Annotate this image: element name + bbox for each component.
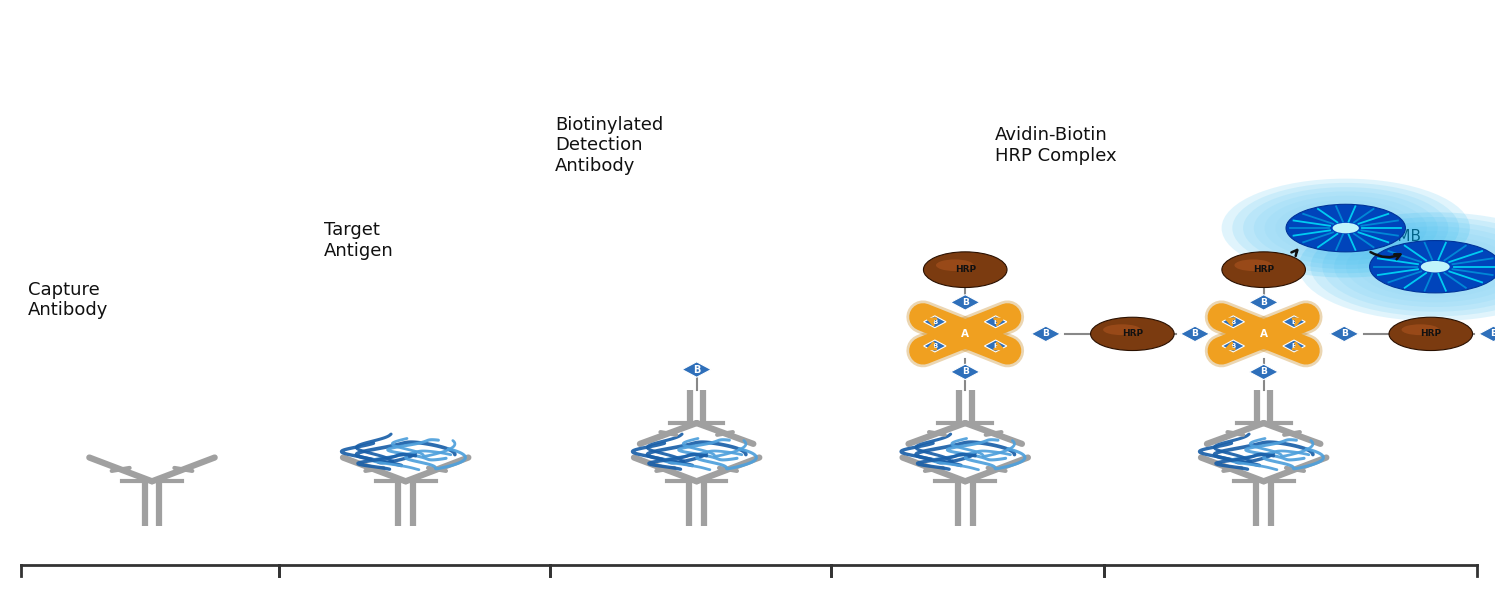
Text: B: B (1230, 343, 1236, 349)
Text: B: B (1490, 329, 1497, 338)
Text: A: A (1260, 329, 1268, 339)
Circle shape (1299, 212, 1500, 321)
Ellipse shape (1102, 325, 1140, 335)
Text: B: B (693, 365, 700, 374)
Ellipse shape (1222, 252, 1305, 287)
Polygon shape (1180, 326, 1209, 341)
Text: B: B (962, 298, 969, 307)
Circle shape (1334, 226, 1500, 307)
Text: B: B (1191, 329, 1198, 338)
Text: HRP: HRP (954, 265, 976, 274)
Polygon shape (984, 316, 1006, 328)
Circle shape (1244, 187, 1449, 269)
Circle shape (1323, 222, 1500, 311)
Circle shape (1254, 191, 1437, 265)
Text: B: B (1260, 367, 1268, 376)
Text: B: B (993, 319, 998, 325)
Text: B: B (1230, 319, 1236, 325)
Ellipse shape (936, 259, 974, 271)
Text: A: A (962, 329, 969, 339)
Circle shape (1286, 204, 1406, 252)
Text: B: B (962, 367, 969, 376)
Polygon shape (924, 316, 946, 328)
Text: Capture
Antibody: Capture Antibody (28, 281, 108, 319)
Text: Avidin-Biotin
HRP Complex: Avidin-Biotin HRP Complex (994, 126, 1116, 165)
Circle shape (1332, 223, 1359, 233)
Ellipse shape (1234, 259, 1272, 271)
Text: TMB: TMB (1388, 229, 1420, 244)
Ellipse shape (1401, 325, 1438, 335)
Polygon shape (1282, 316, 1305, 328)
Polygon shape (951, 295, 980, 310)
Text: B: B (1341, 329, 1347, 338)
Ellipse shape (1090, 317, 1174, 350)
Polygon shape (984, 340, 1006, 352)
Ellipse shape (924, 252, 1007, 287)
Circle shape (1420, 261, 1449, 272)
Text: B: B (932, 319, 938, 325)
Circle shape (1311, 217, 1500, 316)
Text: Biotinylated
Detection
Antibody: Biotinylated Detection Antibody (555, 116, 663, 175)
Circle shape (1370, 241, 1500, 293)
Text: B: B (1042, 329, 1048, 338)
Circle shape (1221, 179, 1470, 278)
Polygon shape (1222, 316, 1245, 328)
Text: HRP: HRP (1420, 329, 1442, 338)
Polygon shape (951, 364, 980, 380)
Ellipse shape (1389, 317, 1473, 350)
Text: B: B (932, 343, 938, 349)
Text: HRP: HRP (1122, 329, 1143, 338)
Polygon shape (1032, 326, 1060, 341)
Text: Target
Antigen: Target Antigen (324, 221, 393, 260)
Polygon shape (1479, 326, 1500, 341)
Polygon shape (1329, 326, 1359, 341)
Text: B: B (1292, 319, 1296, 325)
Polygon shape (682, 362, 711, 377)
Polygon shape (924, 340, 946, 352)
Text: B: B (1260, 298, 1268, 307)
Text: B: B (993, 343, 998, 349)
Polygon shape (1282, 340, 1305, 352)
Circle shape (1233, 183, 1460, 273)
Text: HRP: HRP (1252, 265, 1274, 274)
Text: B: B (1292, 343, 1296, 349)
Polygon shape (1222, 340, 1245, 352)
Polygon shape (1250, 295, 1278, 310)
Polygon shape (1250, 364, 1278, 380)
